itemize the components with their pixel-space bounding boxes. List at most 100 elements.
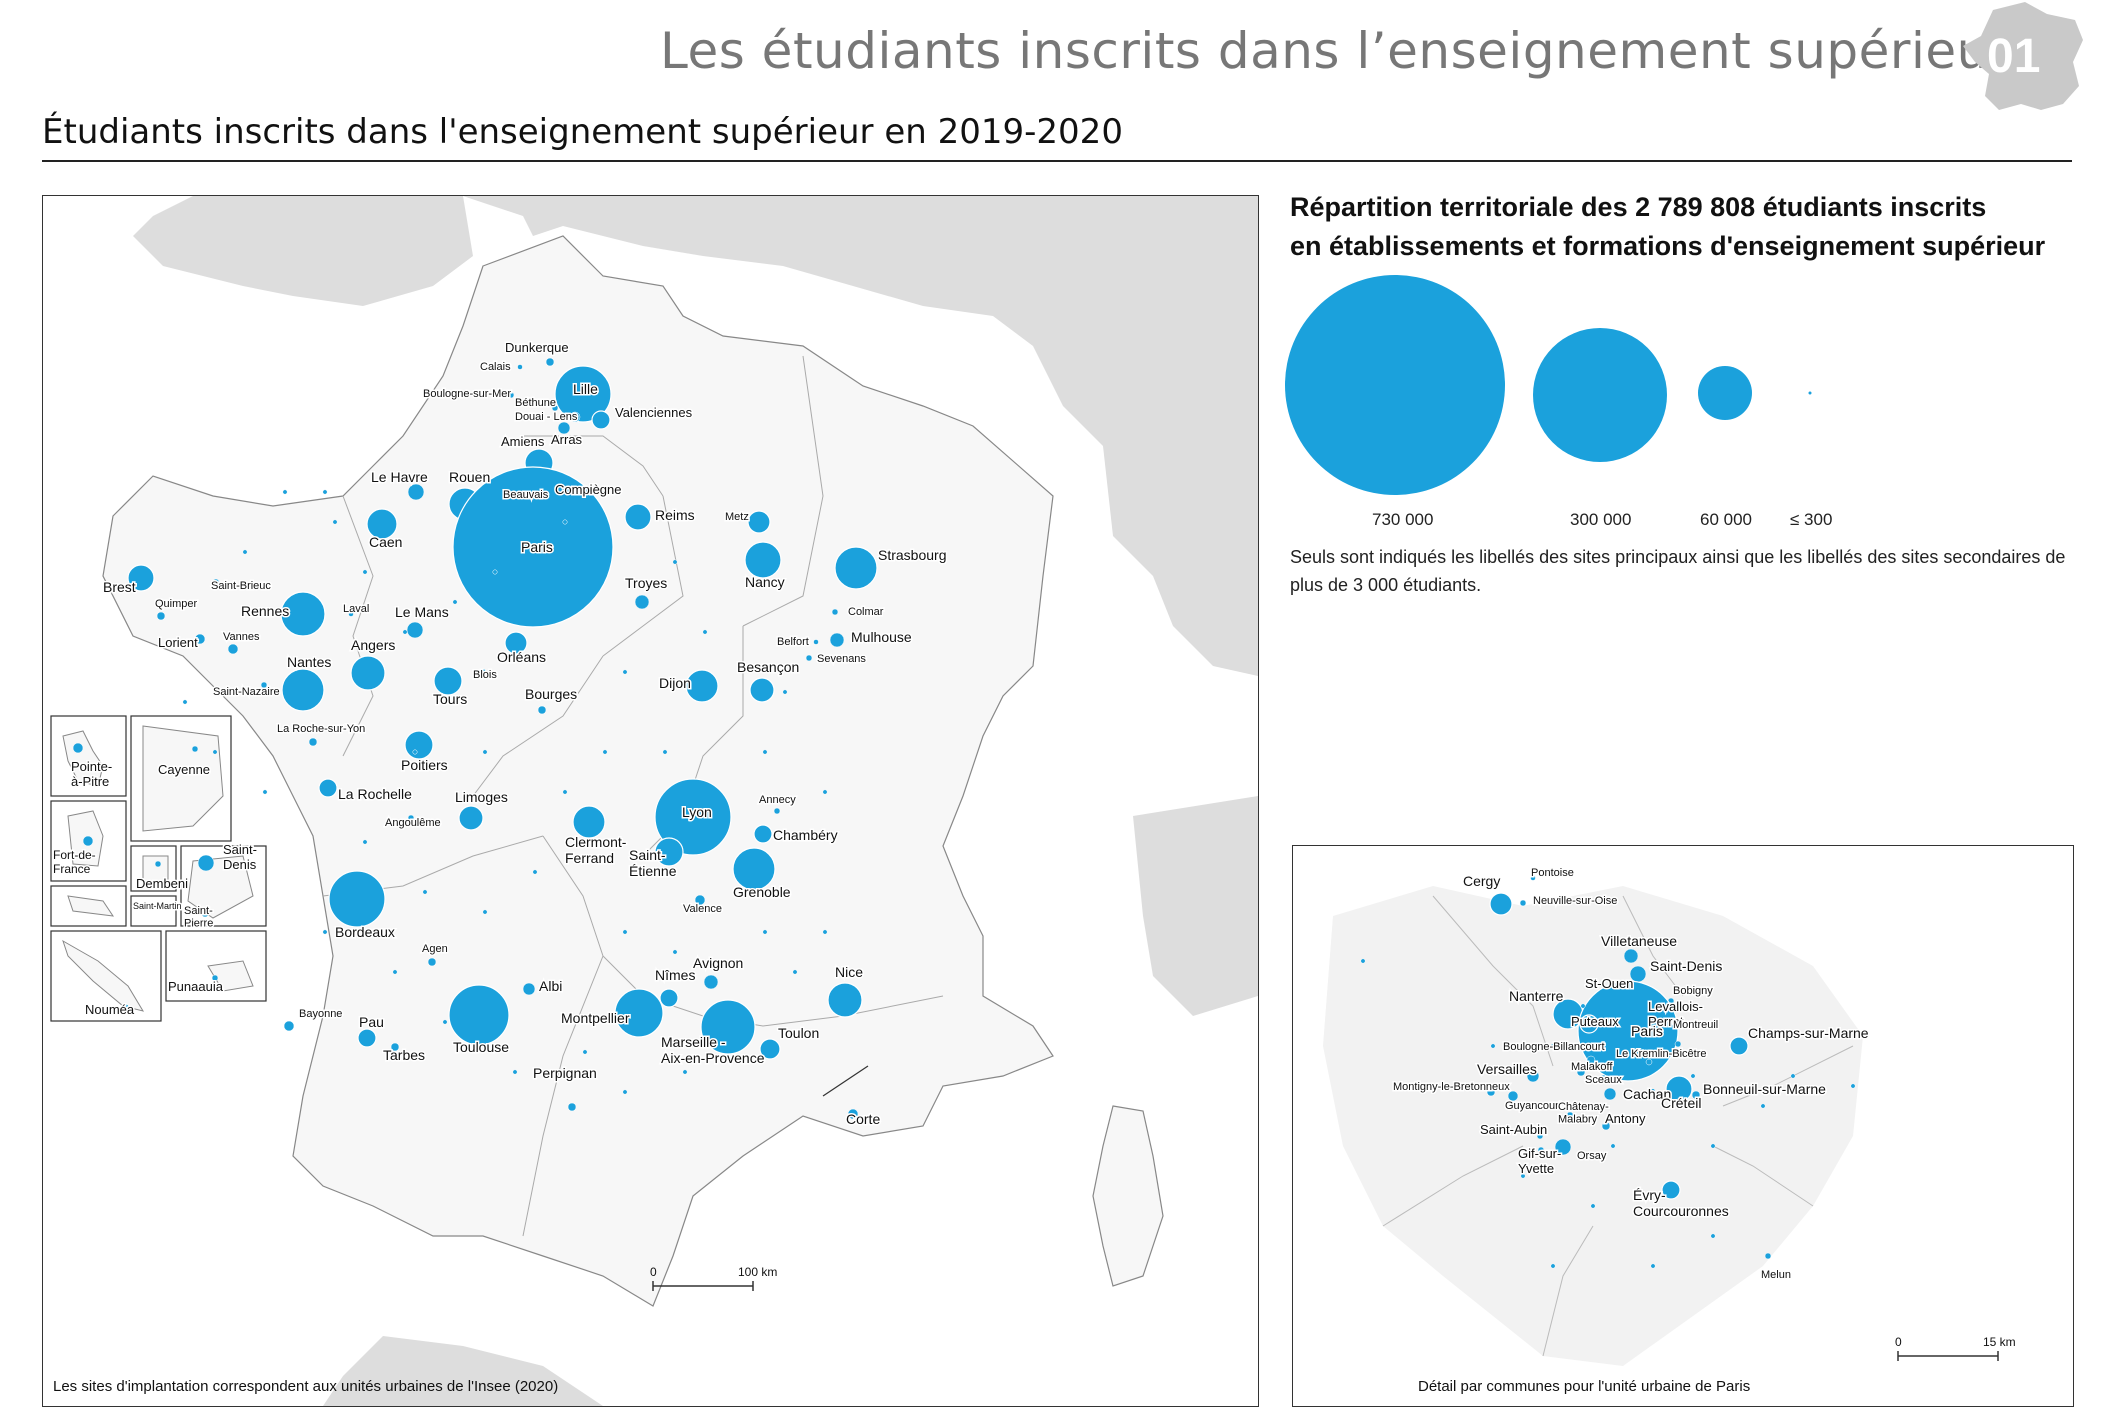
bubble-laval — [348, 611, 354, 617]
label-saint-pierre: Saint- — [184, 905, 213, 917]
bubble-le-mans — [406, 621, 424, 639]
bubble-toulouse — [448, 984, 510, 1046]
inset-bubble-gif-sur-yvette — [1537, 1146, 1545, 1154]
bubble-le-havre — [407, 483, 425, 501]
label-reims: Reims — [655, 507, 695, 523]
label-nimes: Nîmes — [655, 967, 695, 983]
bubble-chambery — [753, 824, 773, 844]
small-site-dot — [442, 1019, 448, 1025]
label-le-havre: Le Havre — [371, 469, 428, 485]
inset-bubble-cergy — [1489, 892, 1513, 916]
bubble-vannes — [227, 643, 239, 655]
bubble-saint-nazaire — [260, 681, 268, 689]
inset-city-bubbles — [1360, 875, 1856, 1269]
small-site-dot — [362, 569, 368, 575]
label-lyon: Lyon — [682, 804, 712, 820]
small-site-dot — [762, 929, 768, 935]
bubble-saint-brieuc — [212, 578, 220, 586]
label-dembeni: Dembeni — [136, 876, 188, 891]
small-site-dot — [322, 929, 328, 935]
label-saint-brieuc: Saint-Brieuc — [211, 580, 271, 592]
city-bubbles — [72, 357, 878, 1120]
label-sevenans: Sevenans — [817, 653, 866, 665]
legend-label-300000: 300 000 — [1570, 510, 1632, 529]
bubble-pau — [357, 1028, 377, 1048]
inset-bubble-neuville-sur-oise — [1519, 899, 1527, 907]
bubble-sevenans — [805, 654, 813, 662]
label-saint-etienne: Étienne — [629, 863, 677, 879]
bubble-toulon — [759, 1038, 781, 1060]
label-bethune: Béthune — [515, 397, 556, 409]
bubble-brest — [127, 564, 155, 592]
inset-small-site-dot — [1550, 1263, 1556, 1269]
paris-inset-svg: Cergy Pontoise Neuville-sur-Oise Villetaneu… — [1323, 866, 2016, 1395]
inset-label-cachan: Cachan — [1623, 1086, 1671, 1102]
bubble-lorient — [194, 633, 206, 645]
small-site-dot — [452, 599, 458, 605]
small-site-dot — [492, 569, 498, 575]
label-tours: Tours — [433, 691, 467, 707]
bubble-corte — [847, 1108, 859, 1120]
label-grenoble: Grenoble — [733, 884, 791, 900]
legend-label-60000: 60 000 — [1700, 510, 1752, 529]
inset-label-levallois-perret: Perret — [1648, 1014, 1684, 1029]
small-site-dot — [212, 749, 218, 755]
bubble-dembeni — [154, 860, 162, 868]
inset-bubble-bonneuil-sur-marne — [1691, 1090, 1701, 1100]
legend-title-line1: Répartition territoriale des 2 789 808 é… — [1290, 192, 1987, 222]
legend-title: Répartition territoriale des 2 789 808 é… — [1290, 188, 2045, 266]
inset-label-malakoff: Malakoff — [1571, 1061, 1613, 1073]
small-site-dot — [182, 699, 188, 705]
label-nice: Nice — [835, 964, 863, 980]
bubble-la-rochelle — [318, 778, 338, 798]
bubble-saint-martin — [151, 904, 155, 908]
bubble-saint-denis — [197, 854, 215, 872]
inset-small-site-dot — [1490, 1043, 1496, 1049]
inset-bubble-montigny-le-bretonneux — [1486, 1087, 1496, 1097]
label-beauvais: Beauvais — [503, 489, 549, 501]
bubble-agen — [427, 957, 437, 967]
label-punaauia: Punaauia — [168, 979, 224, 994]
bubble-grenoble — [732, 847, 776, 891]
bubble-marseille-aix-en-provence — [700, 999, 756, 1055]
inset-label-paris: Paris — [1631, 1023, 1663, 1039]
label-bayonne: Bayonne — [299, 1008, 342, 1020]
inset-scale-bar: 0 15 km — [1895, 1335, 2016, 1361]
small-site-dot — [262, 789, 268, 795]
label-cayenne: Cayenne — [158, 762, 210, 777]
inset-label-saint-aubin: Saint-Aubin — [1480, 1122, 1547, 1137]
inset-label-versailles: Versailles — [1477, 1061, 1537, 1077]
legend-bubble-60000 — [1698, 366, 1752, 420]
bubble-lille — [554, 365, 612, 423]
label-limoges: Limoges — [455, 789, 508, 805]
inset-label-montigny-le-bretonneux: Montigny-le-Bretonneux — [1393, 1081, 1510, 1093]
label-marseille-aix-en-provence: Marseille - — [661, 1034, 726, 1050]
label-calais: Calais — [480, 361, 511, 373]
small-site-dot — [762, 749, 768, 755]
bubble-nancy — [744, 541, 782, 579]
bubble-avignon — [703, 974, 719, 990]
label-paris: Paris — [521, 539, 553, 555]
small-site-dot — [332, 519, 338, 525]
bubble-dijon — [685, 669, 719, 703]
label-metz: Metz — [725, 511, 749, 523]
inset-bubble-versailles — [1526, 1069, 1540, 1083]
label-vannes: Vannes — [223, 631, 260, 643]
inset-label-guyancourt: Guyancourt — [1505, 1100, 1562, 1112]
label-fort-de-france: Fort-de- — [53, 848, 96, 862]
bubble-saint-pierre — [200, 908, 210, 918]
legend-bubble-300 — [1808, 391, 1812, 395]
inset-label-pontoise: Pontoise — [1531, 867, 1574, 879]
label-corte: Corte — [846, 1111, 880, 1127]
bubble-lyon — [654, 778, 732, 856]
small-site-dot — [412, 749, 418, 755]
label-douai-lens: Douai - Lens — [515, 411, 578, 423]
bubble-perpignan — [567, 1102, 577, 1112]
inset-label-levallois-perret: Levallois- — [1648, 999, 1703, 1014]
small-site-dot — [782, 689, 788, 695]
label-troyes: Troyes — [625, 575, 667, 591]
inset-label-chatenay-malabry: Châtenay- — [1558, 1101, 1609, 1113]
label-saint-martin: Saint-Martin — [133, 901, 182, 911]
inset-label-melun: Melun — [1761, 1269, 1791, 1281]
scale-bar: 0 100 km — [650, 1265, 777, 1291]
